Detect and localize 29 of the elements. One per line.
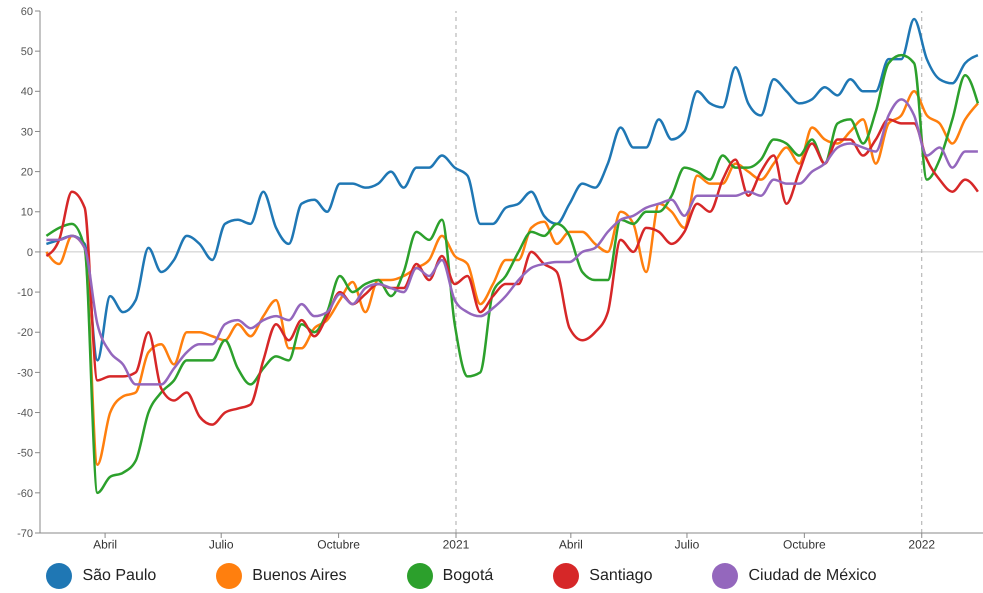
y-tick-label: 30 [20, 126, 33, 138]
y-tick-label: -70 [17, 528, 33, 540]
y-tick-label: -30 [17, 367, 33, 380]
legend-label: Bogotá [442, 567, 494, 584]
line-series [45, 98, 980, 386]
y-tick-label: 10 [20, 206, 33, 219]
y-tick-label: 50 [20, 46, 33, 58]
x-tick-label: 2022 [908, 538, 936, 552]
x-tick-label: Octubre [783, 538, 826, 552]
y-tick-label: 60 [20, 6, 33, 18]
y-tick-label: 40 [20, 86, 33, 98]
legend-label: Ciudad de México [748, 567, 877, 584]
y-tick-label: 20 [20, 166, 33, 179]
legend-label: Santiago [589, 567, 652, 584]
x-tick-label: Julio [208, 538, 234, 552]
y-tick-label: -40 [17, 407, 33, 420]
y-tick-label: -20 [17, 327, 33, 340]
x-tick-label: Abril [93, 538, 118, 552]
x-tick-label: 2021 [442, 538, 470, 552]
legend-label: São Paulo [82, 567, 156, 584]
y-tick-label: -60 [17, 488, 33, 500]
line-series [45, 18, 980, 362]
y-tick-label: 0 [26, 246, 33, 259]
y-tick-label: -50 [17, 448, 33, 460]
x-tick-label: Julio [674, 538, 700, 552]
y-tick-label: -10 [17, 286, 33, 299]
x-tick-label: Octubre [317, 538, 360, 552]
x-tick-label: Abril [558, 538, 583, 552]
legend-label: Buenos Aires [252, 567, 347, 584]
